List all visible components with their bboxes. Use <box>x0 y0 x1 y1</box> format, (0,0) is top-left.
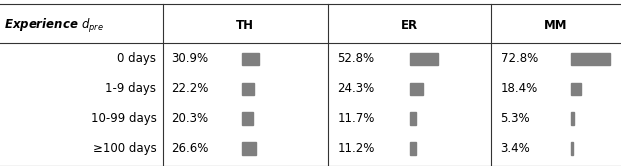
Bar <box>242 142 256 155</box>
Bar <box>410 53 438 65</box>
Bar <box>571 83 581 95</box>
Text: 30.9%: 30.9% <box>171 52 208 65</box>
Text: 11.7%: 11.7% <box>337 112 374 125</box>
Text: 18.4%: 18.4% <box>501 82 538 95</box>
Text: 3.4%: 3.4% <box>501 142 530 155</box>
Text: 26.6%: 26.6% <box>171 142 208 155</box>
Text: 20.3%: 20.3% <box>171 112 208 125</box>
Text: 22.2%: 22.2% <box>171 82 208 95</box>
Text: Experience $d_{pre}$: Experience $d_{pre}$ <box>4 17 104 35</box>
Text: MM: MM <box>545 19 568 32</box>
Bar <box>242 83 254 95</box>
Bar <box>410 83 423 95</box>
Bar <box>571 112 574 125</box>
Bar <box>571 53 610 65</box>
Bar <box>571 142 573 155</box>
Text: 11.2%: 11.2% <box>337 142 374 155</box>
Text: 72.8%: 72.8% <box>501 52 538 65</box>
Text: 10-99 days: 10-99 days <box>91 112 156 125</box>
Text: 0 days: 0 days <box>117 52 156 65</box>
Text: 1-9 days: 1-9 days <box>106 82 156 95</box>
Text: ER: ER <box>401 19 418 32</box>
Bar <box>410 112 416 125</box>
Text: TH: TH <box>237 19 254 32</box>
Text: 52.8%: 52.8% <box>337 52 374 65</box>
Text: 24.3%: 24.3% <box>337 82 374 95</box>
Bar <box>410 142 416 155</box>
Bar <box>242 112 253 125</box>
Text: 5.3%: 5.3% <box>501 112 530 125</box>
Bar <box>242 53 259 65</box>
Text: ≥100 days: ≥100 days <box>93 142 156 155</box>
